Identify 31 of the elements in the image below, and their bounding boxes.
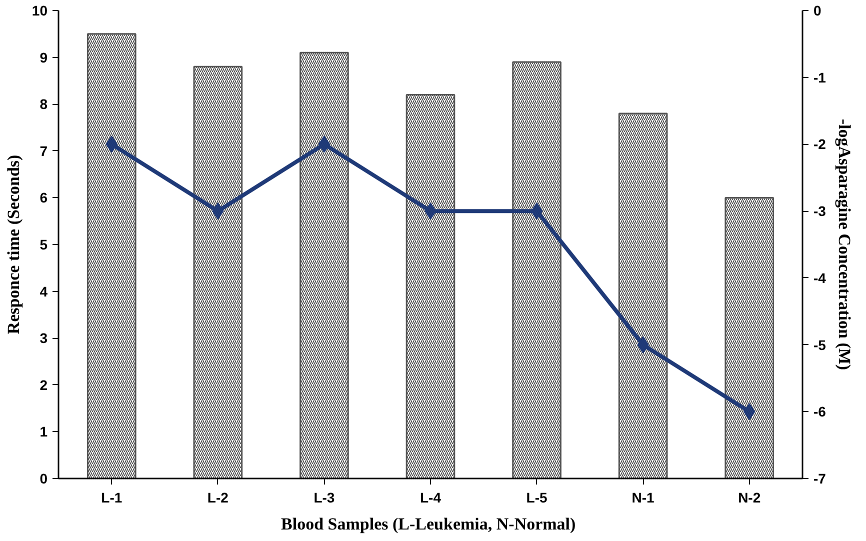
y-tick-label: 6 <box>40 190 48 206</box>
y2-tick-label: -2 <box>814 136 826 152</box>
y-tick-label: 10 <box>32 2 48 18</box>
y-tick-label: 0 <box>40 470 48 486</box>
point <box>318 136 330 153</box>
y-tick-label: 9 <box>40 49 48 66</box>
x-tick-label: L-2 <box>207 490 229 506</box>
y2-tick-label: -5 <box>814 336 826 353</box>
y-tick-label: 3 <box>40 330 48 346</box>
y-tick-label: 7 <box>40 142 48 159</box>
point <box>530 202 543 220</box>
y2-tick-label: 0 <box>814 2 822 18</box>
x-tick-label: L-4 <box>420 490 442 506</box>
y-tick-label: 8 <box>40 96 48 112</box>
y2-axis-title: -logAsparagine Concentration (M) <box>834 118 854 370</box>
y-axis-title: Responce time (Seconds) <box>4 154 23 334</box>
y2-tick-label: -3 <box>814 203 826 220</box>
x-tick-label: N-2 <box>738 490 761 506</box>
y-tick-label: 2 <box>40 376 48 393</box>
x-tick-label: L-3 <box>314 490 335 506</box>
x-axis-title: Blood Samples (L-Leukemia, N-Normal) <box>281 514 576 534</box>
y2-tick-label: -1 <box>814 69 826 86</box>
x-tick-label: L-1 <box>101 490 122 506</box>
y2-tick-label: -6 <box>814 404 826 420</box>
y-tick-label: 1 <box>40 424 48 440</box>
x-tick-label: N-1 <box>632 490 655 506</box>
y-tick-label: 4 <box>40 283 48 300</box>
x-tick-label: L-5 <box>526 490 548 506</box>
y2-tick-label: -4 <box>814 270 826 286</box>
y2-tick-label: -7 <box>814 470 826 486</box>
y-tick-label: 5 <box>40 236 48 252</box>
